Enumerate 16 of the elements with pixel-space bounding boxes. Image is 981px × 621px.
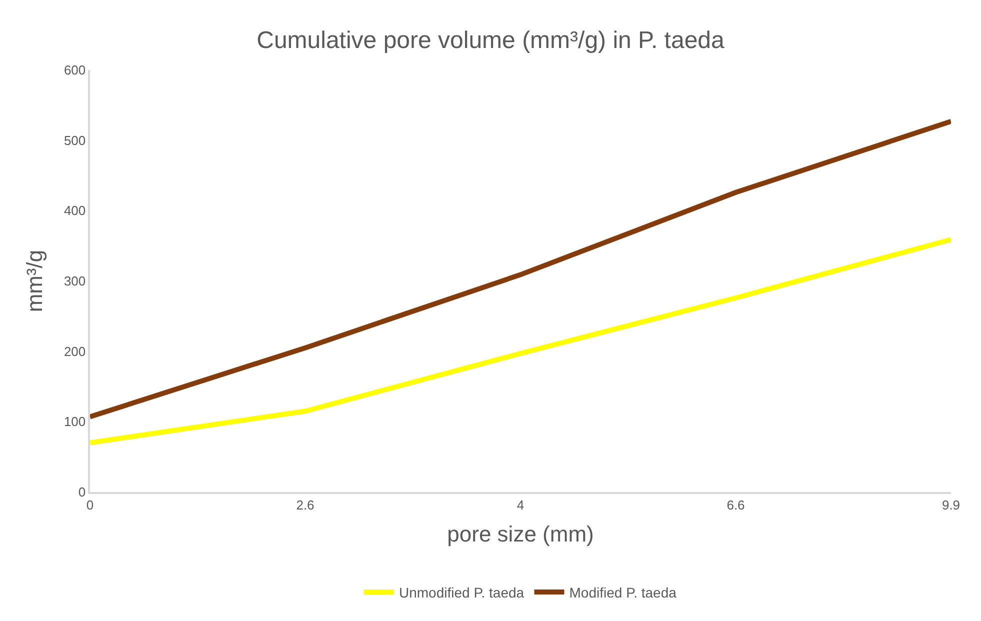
x-tick-label: 6.6 bbox=[726, 497, 745, 512]
y-tick-label: 400 bbox=[64, 203, 86, 218]
y-axis-title: mm³/g bbox=[22, 250, 48, 312]
y-tick-label: 300 bbox=[64, 274, 86, 289]
x-tick-label: 4 bbox=[516, 497, 524, 512]
y-tick-label: 500 bbox=[64, 132, 86, 148]
y-tick-label: 200 bbox=[64, 344, 86, 359]
chart-title: Cumulative pore volume (mm³/g) in P. taeda bbox=[256, 26, 726, 54]
y-tick-label: 0 bbox=[78, 484, 86, 500]
y-tick-label: 100 bbox=[64, 414, 86, 430]
x-tick-label: 2.6 bbox=[296, 497, 314, 512]
y-tick-label: 600 bbox=[64, 62, 86, 78]
legend-label: Modified P. taeda bbox=[569, 584, 677, 600]
x-tick-label: 9.9 bbox=[942, 497, 960, 512]
x-axis-title: pore size (mm) bbox=[447, 522, 594, 547]
legend-label: Unmodified P. taeda bbox=[399, 584, 524, 600]
